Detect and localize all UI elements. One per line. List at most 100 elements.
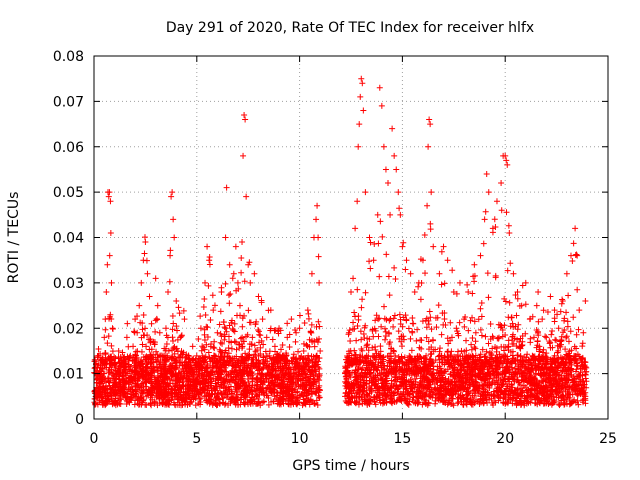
data-point [107, 389, 114, 396]
data-point [101, 361, 108, 368]
data-point [216, 400, 223, 407]
data-point [289, 398, 296, 405]
data-point [239, 334, 246, 341]
data-point [506, 299, 513, 306]
data-point [257, 386, 264, 393]
data-point [218, 284, 225, 291]
data-point [428, 326, 435, 333]
data-point [351, 309, 358, 316]
data-point [93, 367, 100, 374]
data-point [407, 270, 414, 277]
data-point [138, 334, 145, 341]
data-point [302, 371, 309, 378]
data-point [555, 325, 562, 332]
data-point [376, 273, 383, 280]
data-point [109, 401, 116, 408]
data-point [162, 325, 169, 332]
data-point [154, 351, 161, 358]
data-point [132, 316, 139, 323]
data-point [425, 338, 432, 345]
data-point [465, 288, 472, 295]
data-point [143, 257, 150, 264]
data-point [246, 319, 253, 326]
data-point [225, 361, 232, 368]
data-point [391, 264, 398, 271]
data-point [260, 341, 267, 348]
data-point [154, 402, 161, 409]
data-point [455, 332, 462, 339]
data-point [309, 391, 316, 398]
data-point [223, 328, 230, 335]
data-point [109, 348, 116, 355]
data-point [493, 371, 500, 378]
data-point [233, 346, 240, 353]
data-point [469, 290, 476, 297]
data-point [258, 299, 265, 306]
data-point [464, 281, 471, 288]
data-point [162, 379, 169, 386]
data-point [398, 333, 405, 340]
data-point [251, 342, 258, 349]
data-point [342, 363, 349, 370]
data-point [170, 320, 177, 327]
data-point [352, 225, 359, 232]
data-point [463, 395, 470, 402]
data-point [569, 257, 576, 264]
data-point [281, 390, 288, 397]
data-point [392, 352, 399, 359]
data-point [303, 359, 310, 366]
data-point [394, 388, 401, 395]
data-point [99, 366, 106, 373]
data-point [456, 319, 463, 326]
data-point [261, 360, 268, 367]
data-point [298, 391, 305, 398]
data-point [385, 180, 392, 187]
data-point [375, 333, 382, 340]
data-point [102, 385, 109, 392]
data-point [347, 347, 354, 354]
data-point [580, 361, 587, 368]
data-point [257, 378, 264, 385]
data-point [355, 143, 362, 150]
data-point [217, 308, 224, 315]
data-point [315, 358, 322, 365]
data-point [225, 371, 232, 378]
data-point [274, 351, 281, 358]
data-point [564, 323, 571, 330]
data-point [92, 356, 99, 363]
data-point [232, 243, 239, 250]
data-point [358, 336, 365, 343]
data-point [289, 387, 296, 394]
data-point [226, 300, 233, 307]
data-point [104, 340, 111, 347]
data-point [197, 379, 204, 386]
data-point [522, 279, 529, 286]
data-point [438, 281, 445, 288]
data-point [317, 347, 324, 354]
data-point [360, 107, 367, 114]
data-point [223, 184, 230, 191]
data-point [271, 327, 278, 334]
data-point [417, 256, 424, 263]
data-point [186, 401, 193, 408]
data-point [230, 362, 237, 369]
data-point [136, 302, 143, 309]
data-point [180, 374, 187, 381]
data-point [372, 343, 379, 350]
data-point [231, 338, 238, 345]
data-point [289, 380, 296, 387]
data-point [240, 387, 247, 394]
data-point [119, 385, 126, 392]
data-point [449, 267, 456, 274]
data-point [519, 282, 526, 289]
data-point [165, 383, 172, 390]
data-point [165, 288, 172, 295]
data-point [572, 225, 579, 232]
data-point [342, 389, 349, 396]
data-point [490, 358, 497, 365]
data-point [168, 193, 175, 200]
data-point [278, 346, 285, 353]
data-point [283, 350, 290, 357]
data-point [561, 401, 568, 408]
data-point [132, 393, 139, 400]
